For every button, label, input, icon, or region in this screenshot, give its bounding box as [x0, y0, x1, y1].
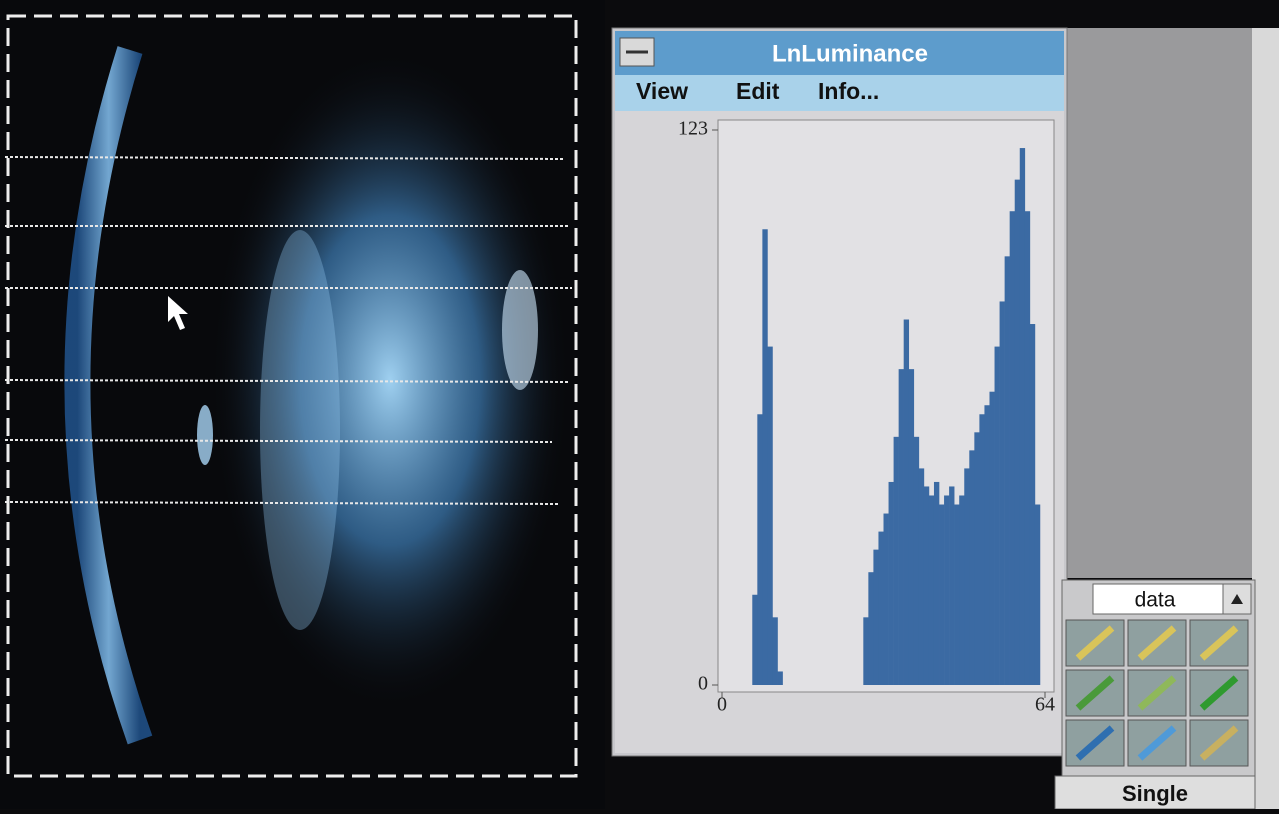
histogram-bar	[939, 505, 944, 685]
histogram-bar	[899, 369, 904, 685]
y-tick-label: 0	[698, 673, 708, 695]
histogram-bar	[767, 347, 772, 685]
histogram-bar	[995, 347, 1000, 685]
tool-grid	[1066, 620, 1248, 766]
mode-label: Single	[1122, 781, 1188, 806]
histogram-bar	[959, 495, 964, 685]
histogram-bar	[949, 486, 954, 685]
histogram-bar	[1030, 324, 1035, 685]
lens-glow	[260, 230, 340, 630]
menu-item[interactable]: Edit	[736, 78, 780, 104]
scrollbar[interactable]	[1252, 28, 1279, 809]
histogram-bar	[884, 514, 889, 685]
background-document	[1065, 28, 1255, 578]
histogram-bar	[1010, 211, 1015, 685]
histogram-bar	[868, 572, 873, 685]
histogram-bar	[974, 432, 979, 685]
histogram-bar	[904, 320, 909, 685]
histogram-bar	[954, 505, 959, 685]
histogram-bar	[929, 495, 934, 685]
histogram-bar	[772, 617, 777, 685]
histogram-bar	[944, 495, 949, 685]
histogram-bar	[894, 437, 899, 685]
histogram-bar	[919, 468, 924, 685]
histogram-bar	[878, 532, 883, 685]
histogram-bar	[1025, 211, 1030, 685]
menu-item[interactable]: Info...	[818, 78, 879, 104]
histogram-bar	[969, 450, 974, 685]
histogram-bar	[752, 595, 757, 685]
histogram-bar	[979, 414, 984, 685]
histogram-bar	[934, 482, 939, 685]
histogram-bar	[873, 550, 878, 685]
histogram-bar	[909, 369, 914, 685]
screen: LnLuminance View Edit Info... 0 123 0 64 da…	[0, 0, 1279, 809]
histogram-bar	[989, 392, 994, 685]
histogram-bar	[889, 482, 894, 685]
histogram-bar	[984, 405, 989, 685]
menu-item[interactable]: View	[636, 78, 688, 104]
selector-label: data	[1135, 589, 1176, 612]
histogram-bar	[1035, 505, 1040, 685]
histogram-bar	[1005, 256, 1010, 685]
histogram-bar	[964, 468, 969, 685]
histogram-bar	[914, 437, 919, 685]
histogram-bar	[1020, 148, 1025, 685]
window-title: LnLuminance	[772, 40, 928, 67]
histogram-bar	[1015, 180, 1020, 685]
x-tick-label: 64	[1035, 694, 1055, 716]
histogram-bar	[757, 414, 762, 685]
histogram-bar	[762, 229, 767, 685]
histogram-bar	[924, 486, 929, 685]
y-tick-label: 123	[678, 118, 708, 140]
histogram-bar	[863, 617, 868, 685]
histogram-bar	[778, 671, 783, 685]
highlight	[197, 405, 213, 465]
histogram-bar	[1000, 301, 1005, 685]
page: LnLuminance View Edit Info... 0 123 0 64 da…	[0, 0, 1279, 809]
x-tick-label: 0	[717, 694, 727, 716]
